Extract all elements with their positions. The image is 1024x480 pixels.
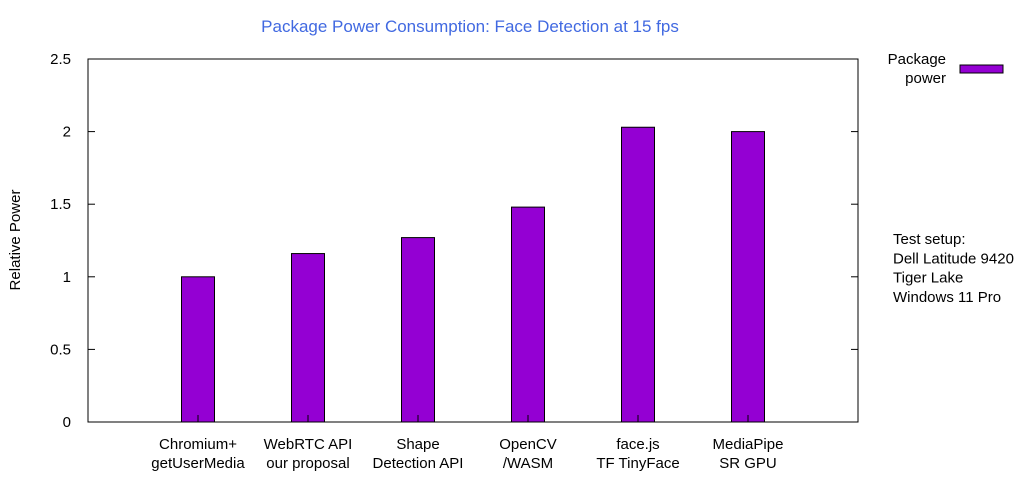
y-tick-label: 1.5 xyxy=(50,196,71,213)
y-tick-label: 2 xyxy=(63,124,71,141)
bars xyxy=(181,126,765,423)
y-axis-ticks: 0 0.5 1 1.5 2 2.5 xyxy=(50,51,858,431)
chart-title: Package Power Consumption: Face Detectio… xyxy=(261,17,679,36)
x-tick-label: WebRTC API our proposal xyxy=(264,436,353,472)
legend-label: Package power xyxy=(888,51,946,87)
bar xyxy=(621,126,655,423)
x-tick-label: face.js TF TinyFace xyxy=(596,436,679,472)
test-setup-note: Test setup: Dell Latitude 9420 Tiger Lake W… xyxy=(893,231,1014,306)
bar xyxy=(731,131,765,423)
y-tick-label: 0.5 xyxy=(50,341,71,358)
bar xyxy=(511,206,545,423)
x-tick-label: Chromium+ getUserMedia xyxy=(151,436,245,472)
bar xyxy=(181,276,215,423)
x-tick-label: Shape Detection API xyxy=(373,436,464,472)
x-tick-label: MediaPipe SR GPU xyxy=(713,436,784,472)
y-tick-label: 0 xyxy=(63,414,71,431)
test-setup-text: Test setup: Dell Latitude 9420 Tiger Lake W… xyxy=(893,231,1014,306)
x-tick-label: OpenCV/WASM xyxy=(499,436,557,472)
y-tick-label: 1 xyxy=(63,269,71,286)
plot-frame xyxy=(87,58,859,423)
legend: Package power xyxy=(888,51,1004,87)
y-tick-label: 2.5 xyxy=(50,51,71,68)
legend-swatch xyxy=(959,64,1004,74)
bar xyxy=(291,253,325,423)
y-axis-label: Relative Power xyxy=(7,190,24,291)
bar xyxy=(401,237,435,423)
x-axis-labels: Chromium+ getUserMedia WebRTC API our propo… xyxy=(151,415,783,472)
